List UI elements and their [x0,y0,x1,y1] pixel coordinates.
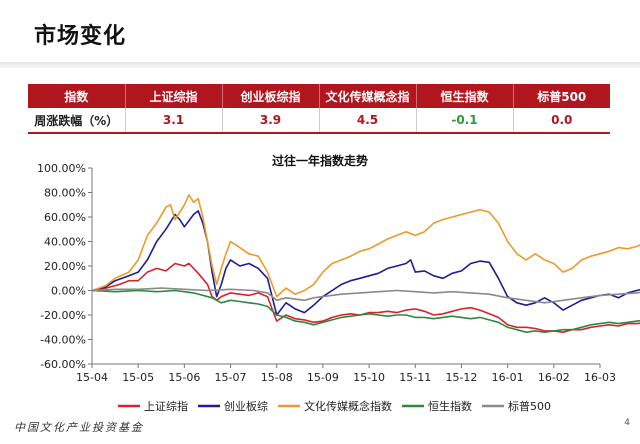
legend-label: 文化传媒概念指数 [304,399,392,413]
table-cell: 3.1 [125,108,223,134]
series-line [91,210,640,316]
x-tick-label: 15-06 [168,371,200,384]
y-tick-label: 100.00% [37,162,86,175]
index-trend-chart: 100.00% 80.00% 60.00% 40.00% 20.00% 0.00% -20.… [37,162,640,413]
x-tick-label: 16-02 [538,371,570,384]
legend-label: 恒生指数 [428,399,472,413]
table-cell: 4.5 [319,108,417,134]
x-tick-label: 15-10 [353,371,385,384]
weekly-change-table: 指数 上证综指 创业板综指 文化传媒概念指 恒生指数 标普500 周涨跌幅（%）… [28,84,610,134]
table-header-cell: 创业板综指 [222,84,320,108]
page-title: 市场变化 [34,24,127,49]
y-tick-label: -60.00% [40,358,86,371]
x-tick-label: 15-12 [445,371,477,384]
table-header-cell: 指数 [28,84,126,108]
x-tick-label: 16-03 [584,371,616,384]
table-row-label: 周涨跌幅（%） [28,108,126,134]
y-tick-label: 20.00% [44,260,86,273]
legend-label: 标普500 [508,399,551,413]
series-line [91,289,640,333]
page-number: 4 [624,418,630,428]
x-tick-label: 15-05 [122,371,154,384]
y-tick-label: -20.00% [40,309,86,322]
y-tick-label: 0.00% [51,285,86,298]
legend-label: 上证综指 [144,399,188,413]
title-divider [0,62,640,68]
table-cell: -0.1 [416,108,514,134]
series-line [91,194,640,298]
y-tick-label: -40.00% [40,334,86,347]
chart-title: 过往一年指数走势 [271,154,368,168]
y-tick-label: 80.00% [44,187,86,200]
x-tick-label: 15-09 [307,371,339,384]
series-line [91,287,640,304]
table-header-cell: 上证综指 [125,84,223,108]
series-line [91,262,640,333]
x-tick-label: 15-04 [76,371,108,384]
x-tick-label: 15-08 [261,371,293,384]
y-tick-label: 40.00% [44,236,86,249]
x-tick-label: 16-01 [492,371,524,384]
x-tick-label: 15-11 [399,371,431,384]
legend-label: 创业板综 [224,399,268,413]
table-header-cell: 标普500 [513,84,610,108]
y-tick-label: 60.00% [44,211,86,224]
table-cell: 0.0 [513,108,610,134]
table-cell: 3.9 [222,108,320,134]
table-header-cell: 文化传媒概念指 [319,84,417,108]
table-row: 周涨跌幅（%） 3.1 3.9 4.5 -0.1 0.0 [28,108,610,134]
table-header-row: 指数 上证综指 创业板综指 文化传媒概念指 恒生指数 标普500 [28,84,610,108]
footer-logo: 中国文化产业投资基金 [14,421,144,434]
x-tick-label: 15-07 [215,371,247,384]
table-header-cell: 恒生指数 [416,84,514,108]
